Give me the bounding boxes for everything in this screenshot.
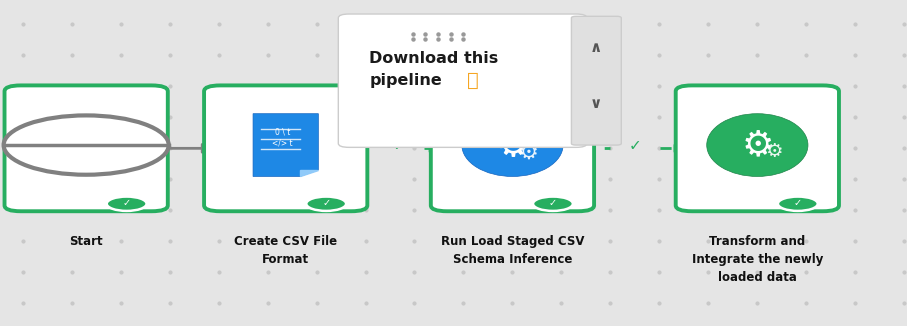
Text: ✓: ✓ bbox=[629, 138, 641, 153]
Circle shape bbox=[4, 115, 169, 175]
Circle shape bbox=[307, 197, 346, 211]
Text: ⚙: ⚙ bbox=[765, 142, 783, 161]
FancyBboxPatch shape bbox=[571, 16, 621, 145]
Circle shape bbox=[533, 197, 573, 211]
Ellipse shape bbox=[462, 114, 563, 176]
Text: ✓: ✓ bbox=[122, 198, 131, 208]
Text: Start: Start bbox=[69, 235, 103, 248]
FancyBboxPatch shape bbox=[338, 14, 587, 147]
Text: ∨: ∨ bbox=[590, 96, 602, 111]
Text: ⚙: ⚙ bbox=[495, 126, 530, 164]
Text: ✓: ✓ bbox=[794, 198, 802, 208]
Circle shape bbox=[778, 197, 818, 211]
Text: ✓: ✓ bbox=[393, 138, 405, 153]
Text: ⚙: ⚙ bbox=[519, 142, 539, 162]
Text: 🖰: 🖰 bbox=[467, 71, 479, 90]
Text: ✓: ✓ bbox=[322, 198, 330, 208]
Text: pipeline: pipeline bbox=[369, 73, 442, 88]
Polygon shape bbox=[300, 170, 318, 176]
Text: 0 \ t
</> t: 0 \ t </> t bbox=[272, 127, 293, 148]
FancyBboxPatch shape bbox=[431, 85, 594, 211]
Ellipse shape bbox=[707, 114, 808, 176]
Polygon shape bbox=[253, 114, 318, 176]
Circle shape bbox=[107, 197, 147, 211]
Text: ∧: ∧ bbox=[590, 40, 602, 55]
FancyBboxPatch shape bbox=[5, 85, 168, 211]
Text: ⚙: ⚙ bbox=[741, 128, 774, 162]
Text: Transform and
Integrate the newly
loaded data: Transform and Integrate the newly loaded… bbox=[692, 235, 823, 284]
Text: Create CSV File
Format: Create CSV File Format bbox=[234, 235, 337, 266]
Text: Run Load Staged CSV
Schema Inference: Run Load Staged CSV Schema Inference bbox=[441, 235, 584, 266]
FancyBboxPatch shape bbox=[676, 85, 839, 211]
Text: ✓: ✓ bbox=[549, 198, 557, 208]
FancyBboxPatch shape bbox=[204, 85, 367, 211]
Text: Download this: Download this bbox=[369, 51, 499, 66]
